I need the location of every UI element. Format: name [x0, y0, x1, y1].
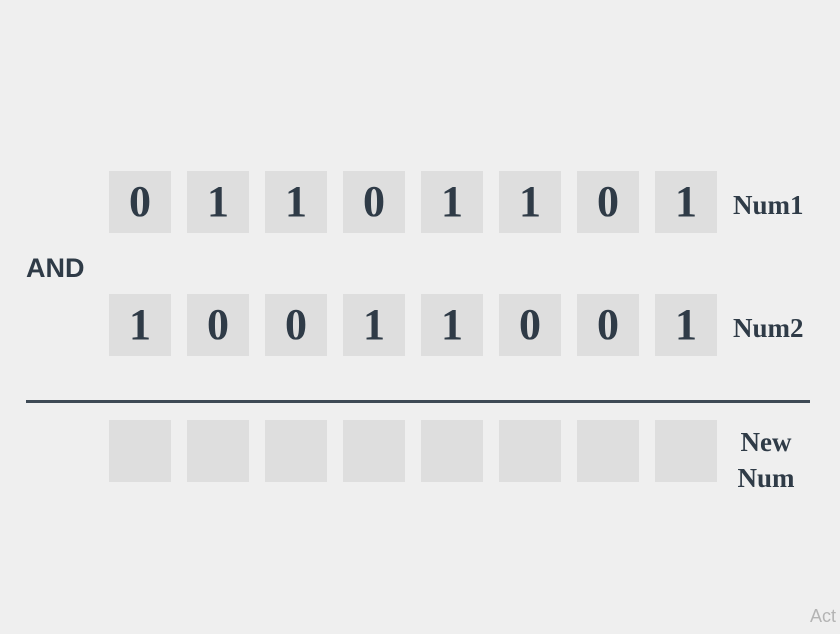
num2-bit-3: 0	[265, 294, 327, 356]
num2-bit-row: 1 0 0 1 1 0 0 1	[109, 294, 717, 356]
new-num-bit-3	[265, 420, 327, 482]
new-num-bit-6	[499, 420, 561, 482]
num1-label: Num1	[733, 190, 804, 220]
num2-bit-6: 0	[499, 294, 561, 356]
num1-bit-8: 1	[655, 171, 717, 233]
new-num-bit-4	[343, 420, 405, 482]
new-num-bit-7	[577, 420, 639, 482]
num2-bit-5: 1	[421, 294, 483, 356]
num2-bit-4: 1	[343, 294, 405, 356]
num2-bit-2: 0	[187, 294, 249, 356]
num1-bit-1: 0	[109, 171, 171, 233]
watermark-text: Act	[810, 606, 837, 626]
num1-bit-5: 1	[421, 171, 483, 233]
num1-bit-3: 1	[265, 171, 327, 233]
num2-bit-8: 1	[655, 294, 717, 356]
num1-bit-7: 0	[577, 171, 639, 233]
new-num-bit-5	[421, 420, 483, 482]
num2-label: Num2	[733, 313, 804, 343]
new-num-bit-8	[655, 420, 717, 482]
num2-bit-1: 1	[109, 294, 171, 356]
new-num-bit-1	[109, 420, 171, 482]
new-num-label: New Num	[733, 424, 799, 496]
result-divider-line	[26, 400, 810, 403]
new-num-bit-2	[187, 420, 249, 482]
new-num-bit-row	[109, 420, 717, 482]
operator-label: AND	[26, 253, 85, 283]
new-num-label-line1: New	[740, 427, 792, 457]
num1-bit-2: 1	[187, 171, 249, 233]
num1-bit-row: 0 1 1 0 1 1 0 1	[109, 171, 717, 233]
num1-bit-4: 0	[343, 171, 405, 233]
num1-bit-6: 1	[499, 171, 561, 233]
num2-bit-7: 0	[577, 294, 639, 356]
new-num-label-line2: Num	[737, 463, 795, 493]
